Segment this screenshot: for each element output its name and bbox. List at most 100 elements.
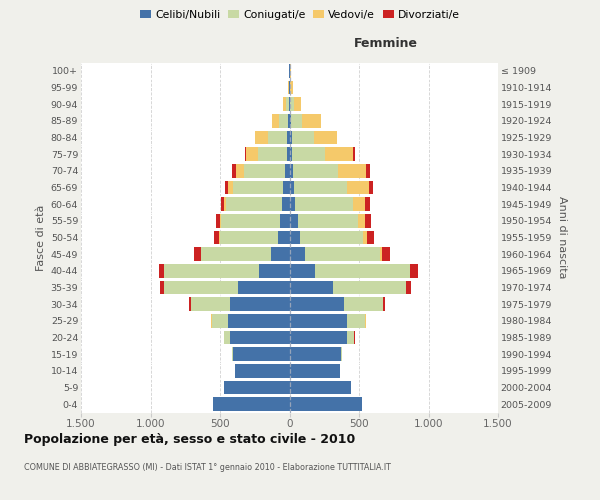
Bar — [288, 80, 289, 94]
Bar — [290, 214, 298, 228]
Bar — [230, 298, 290, 311]
Bar — [191, 298, 230, 311]
Bar — [271, 248, 290, 261]
Bar — [290, 380, 350, 394]
Bar — [347, 180, 369, 194]
Bar — [221, 214, 280, 228]
Bar — [287, 148, 290, 161]
Bar — [286, 98, 289, 111]
Bar — [244, 164, 286, 177]
Bar — [341, 348, 343, 361]
Bar — [290, 264, 315, 278]
Text: COMUNE DI ABBIATEGRASSO (MI) - Dati ISTAT 1° gennaio 2010 - Elaborazione TUTTITA: COMUNE DI ABBIATEGRASSO (MI) - Dati ISTA… — [24, 462, 391, 471]
Bar — [293, 164, 338, 177]
Bar — [288, 114, 290, 128]
Bar — [295, 198, 353, 211]
Bar — [283, 98, 286, 111]
Text: Femmine: Femmine — [353, 37, 418, 50]
Bar — [380, 248, 382, 261]
Bar — [333, 280, 406, 294]
Bar — [367, 230, 374, 244]
Bar — [282, 198, 290, 211]
Bar — [245, 148, 247, 161]
Bar — [344, 298, 383, 311]
Bar — [224, 198, 226, 211]
Bar — [233, 180, 283, 194]
Bar — [289, 98, 290, 111]
Bar — [294, 180, 347, 194]
Y-axis label: Anni di nascita: Anni di nascita — [557, 196, 566, 278]
Bar — [353, 198, 365, 211]
Bar — [290, 198, 295, 211]
Bar — [338, 164, 366, 177]
Bar — [290, 130, 292, 144]
Bar — [410, 264, 418, 278]
Bar — [256, 130, 268, 144]
Bar — [160, 280, 164, 294]
Bar — [278, 230, 290, 244]
Bar — [220, 214, 221, 228]
Bar — [298, 214, 358, 228]
Y-axis label: Fasce di età: Fasce di età — [37, 204, 46, 270]
Bar — [194, 248, 201, 261]
Bar — [221, 198, 224, 211]
Bar — [365, 214, 371, 228]
Bar — [233, 348, 290, 361]
Bar — [213, 398, 290, 411]
Bar — [164, 280, 238, 294]
Bar — [382, 248, 390, 261]
Bar — [230, 330, 290, 344]
Bar — [290, 64, 291, 78]
Bar — [247, 148, 257, 161]
Bar — [325, 148, 353, 161]
Bar — [229, 180, 233, 194]
Bar — [290, 298, 344, 311]
Bar — [363, 230, 367, 244]
Bar — [235, 364, 290, 378]
Bar — [383, 298, 385, 311]
Bar — [290, 248, 305, 261]
Bar — [305, 248, 380, 261]
Bar — [369, 180, 373, 194]
Bar — [259, 264, 290, 278]
Bar — [238, 280, 290, 294]
Bar — [365, 314, 366, 328]
Bar — [290, 98, 293, 111]
Bar — [290, 398, 362, 411]
Bar — [220, 230, 278, 244]
Bar — [365, 198, 370, 211]
Bar — [226, 198, 282, 211]
Bar — [353, 148, 355, 161]
Bar — [302, 114, 321, 128]
Bar — [287, 130, 290, 144]
Bar — [315, 264, 410, 278]
Bar — [290, 164, 293, 177]
Bar — [255, 130, 256, 144]
Bar — [366, 164, 370, 177]
Bar — [286, 164, 290, 177]
Bar — [283, 180, 290, 194]
Bar — [158, 264, 164, 278]
Bar — [189, 298, 191, 311]
Bar — [279, 114, 288, 128]
Bar — [290, 80, 293, 94]
Bar — [224, 380, 290, 394]
Bar — [290, 364, 340, 378]
Bar — [292, 148, 325, 161]
Bar — [232, 164, 236, 177]
Bar — [347, 314, 365, 328]
Bar — [290, 280, 333, 294]
Bar — [290, 348, 341, 361]
Bar — [236, 164, 244, 177]
Bar — [358, 214, 365, 228]
Bar — [268, 130, 287, 144]
Bar — [291, 114, 302, 128]
Bar — [212, 314, 229, 328]
Bar — [299, 230, 363, 244]
Text: Popolazione per età, sesso e stato civile - 2010: Popolazione per età, sesso e stato civil… — [24, 432, 355, 446]
Bar — [406, 280, 411, 294]
Bar — [216, 214, 220, 228]
Bar — [201, 248, 271, 261]
Bar — [229, 314, 290, 328]
Bar — [293, 98, 301, 111]
